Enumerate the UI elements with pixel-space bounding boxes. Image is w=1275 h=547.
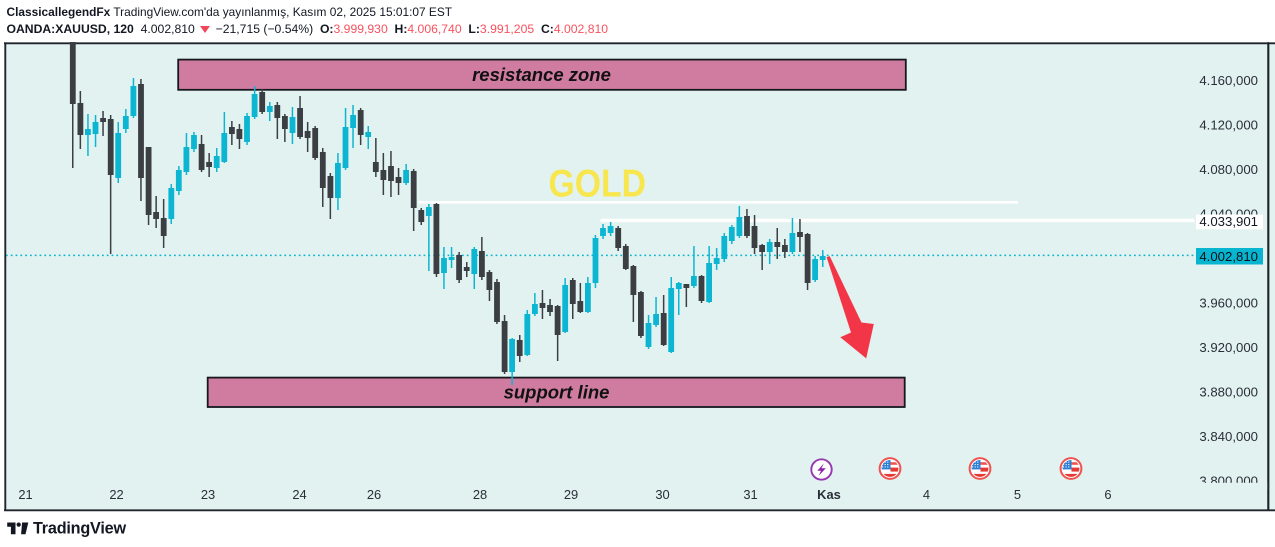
svg-text:support line: support line xyxy=(504,382,610,403)
svg-text:4: 4 xyxy=(923,487,930,502)
svg-text:5: 5 xyxy=(1014,487,1021,502)
svg-text:24: 24 xyxy=(292,487,306,502)
svg-text:TradingView: TradingView xyxy=(33,520,126,538)
svg-text:4.080,000: 4.080,000 xyxy=(1199,162,1258,177)
svg-text:4.120,000: 4.120,000 xyxy=(1199,117,1258,132)
svg-text:6: 6 xyxy=(1104,487,1111,502)
svg-text:30: 30 xyxy=(655,487,669,502)
svg-text:28: 28 xyxy=(473,487,487,502)
svg-text:4.002,810: 4.002,810 xyxy=(1199,249,1258,264)
svg-text:29: 29 xyxy=(564,487,578,502)
svg-text:3.960,000: 3.960,000 xyxy=(1199,295,1258,310)
svg-text:4.033,901: 4.033,901 xyxy=(1199,214,1258,229)
svg-text:3.880,000: 3.880,000 xyxy=(1199,384,1258,399)
svg-text:GOLD: GOLD xyxy=(549,163,647,206)
svg-text:3.920,000: 3.920,000 xyxy=(1199,340,1258,355)
svg-text:31: 31 xyxy=(743,487,757,502)
svg-text:4.160,000: 4.160,000 xyxy=(1199,73,1258,88)
svg-text:26: 26 xyxy=(367,487,381,502)
svg-text:22: 22 xyxy=(109,487,123,502)
svg-text:resistance zone: resistance zone xyxy=(472,64,611,85)
svg-text:21: 21 xyxy=(18,487,32,502)
svg-text:3.840,000: 3.840,000 xyxy=(1199,429,1258,444)
svg-text:Kas: Kas xyxy=(817,487,841,502)
svg-text:23: 23 xyxy=(201,487,215,502)
